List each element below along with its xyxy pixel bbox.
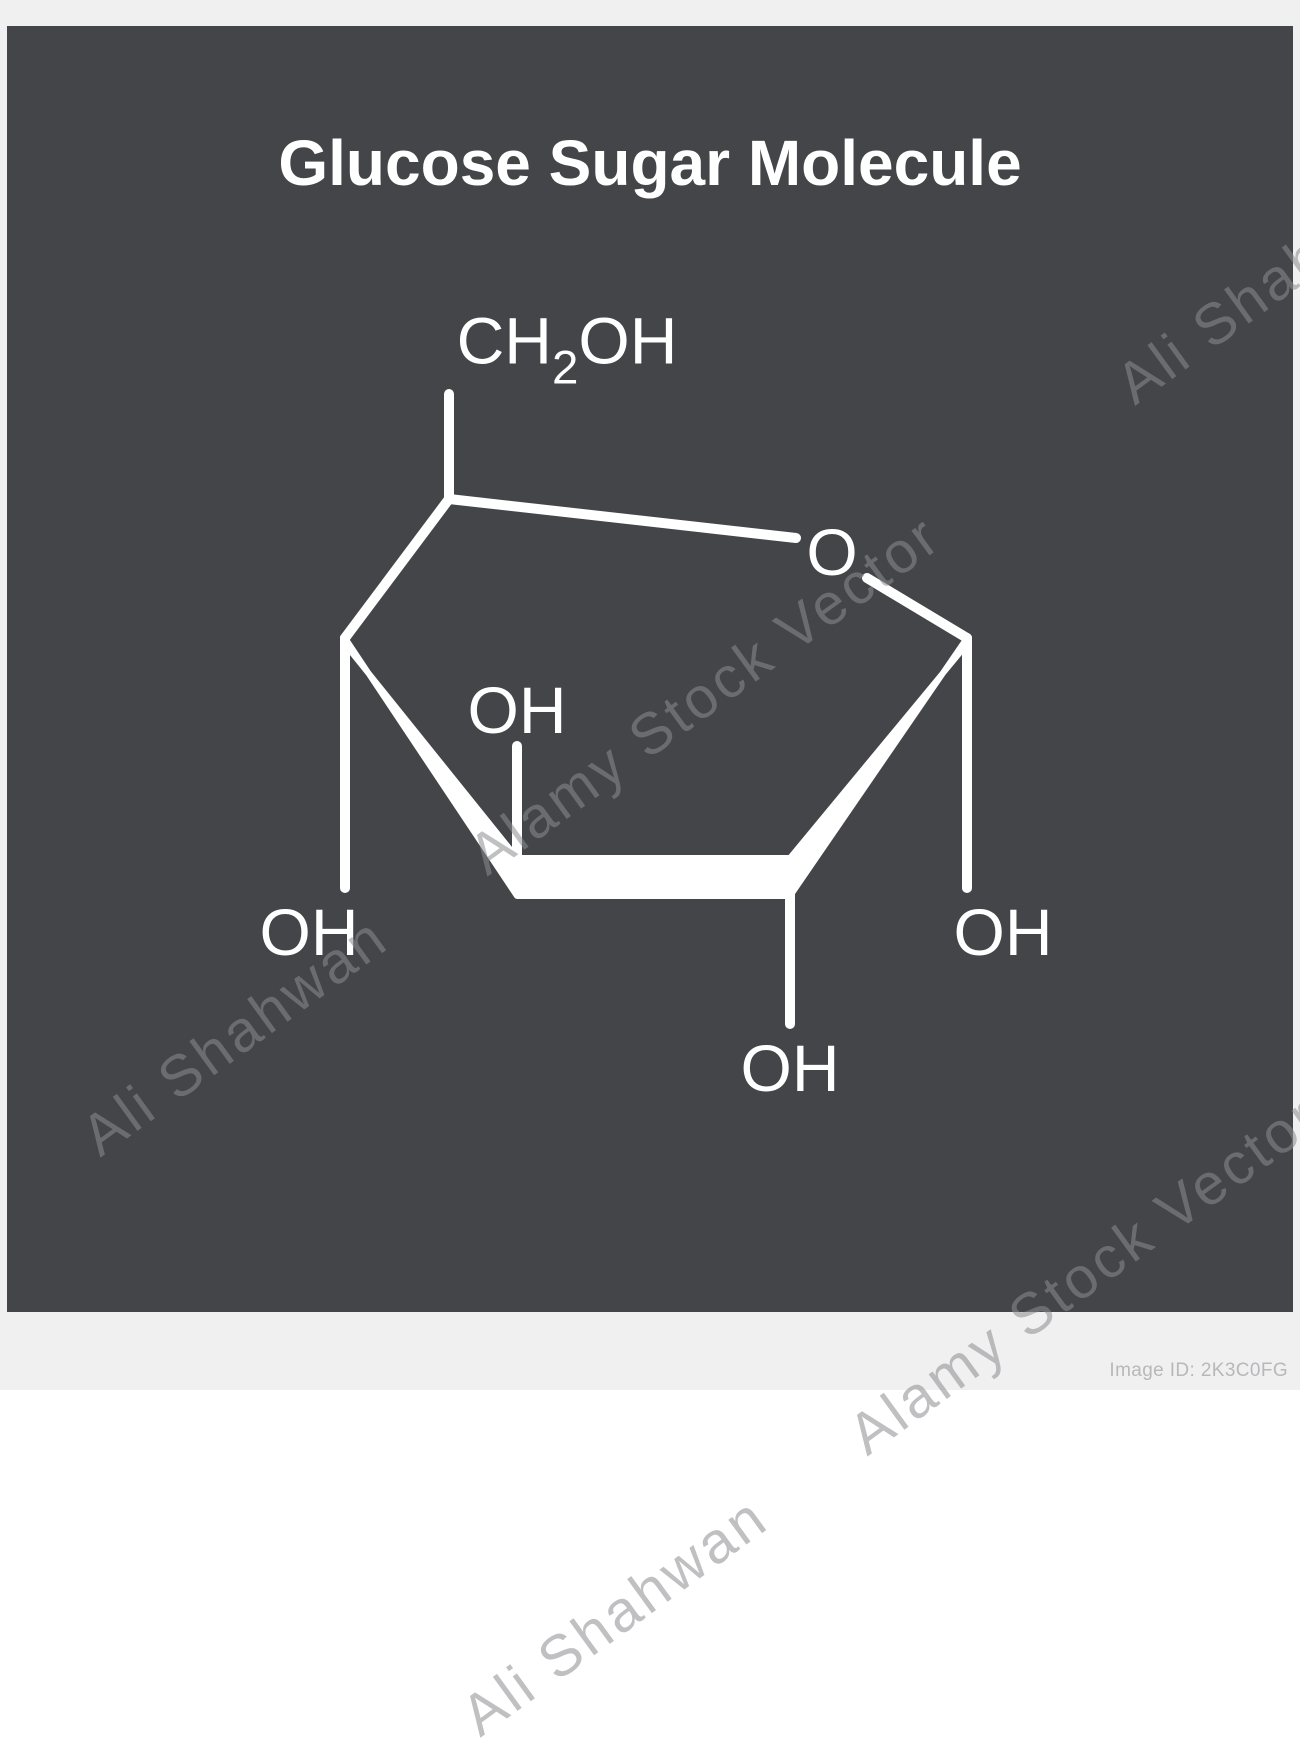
figure-inner: Glucose Sugar Molecule CH2OH O OH OH OH …: [7, 26, 1293, 1312]
image-id-caption: Image ID: 2K3C0FG: [1109, 1360, 1288, 1382]
label-ring-oxygen: O: [806, 519, 857, 585]
figure-canvas: Glucose Sugar Molecule CH2OH O OH OH OH …: [0, 0, 1300, 1390]
label-oh-c2: OH: [741, 1035, 840, 1101]
label-oh-c3: OH: [468, 677, 567, 743]
label-oh-c1: OH: [954, 899, 1053, 965]
label-ch2oh: CH2OH: [457, 308, 678, 387]
label-oh-c4: OH: [260, 899, 359, 965]
molecule-svg: [7, 26, 1293, 1312]
